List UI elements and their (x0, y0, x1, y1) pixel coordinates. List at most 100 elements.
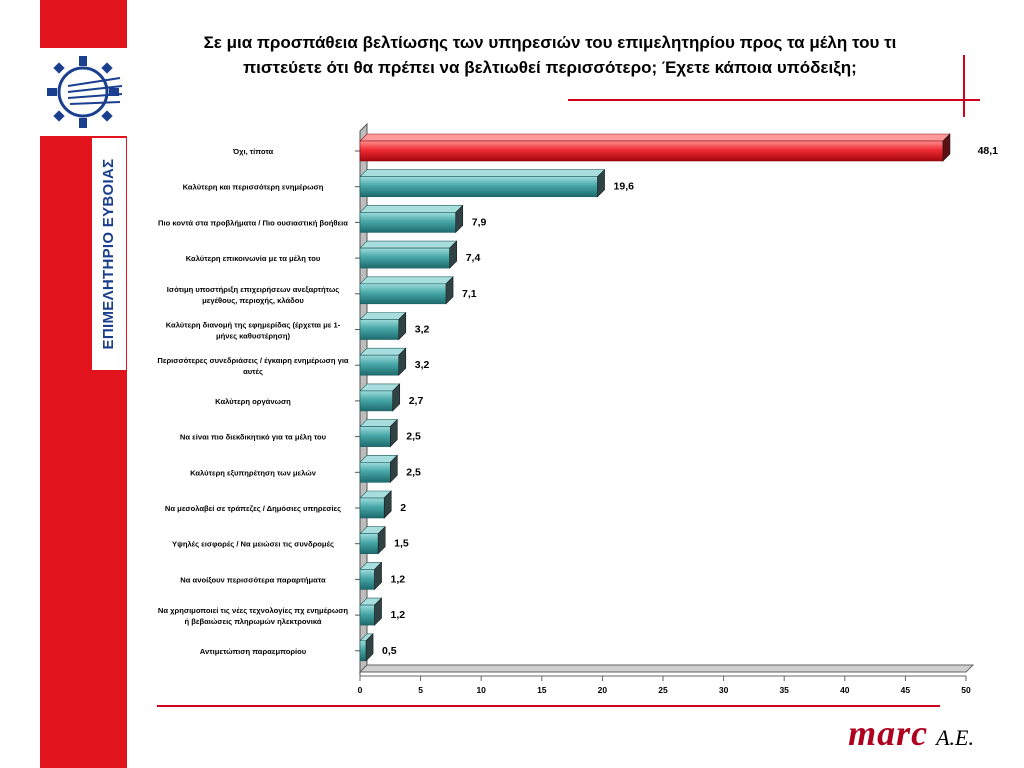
bar-end-face (449, 240, 457, 269)
category-label: Καλύτερη οργάνωση (215, 397, 291, 406)
bar-12 (359, 561, 383, 591)
x-tick-label: 25 (658, 685, 668, 695)
bar-end-face (374, 597, 382, 626)
value-label: 2 (400, 502, 406, 514)
marc-logo-suffix: A.E. (936, 725, 974, 750)
bar-4 (359, 276, 454, 305)
value-label: 19,6 (614, 181, 635, 193)
value-label: 2,5 (406, 431, 421, 443)
value-label: 1,2 (391, 609, 406, 621)
bar-front-face (359, 426, 391, 447)
bar-end-face (389, 454, 398, 484)
value-label: 3,2 (415, 324, 430, 336)
value-label: 7,4 (466, 252, 481, 264)
bar-top-face (359, 169, 606, 177)
gear-logo-icon (47, 56, 123, 128)
page-title: Σε μια προσπάθεια βελτίωσης των υπηρεσιώ… (150, 30, 950, 80)
title-line-1: Σε μια προσπάθεια βελτίωσης των υπηρεσιώ… (203, 33, 897, 52)
bar-3 (359, 240, 458, 269)
category-label: Καλύτερη και περισσότερη ενημέρωση (183, 183, 324, 192)
category-label: ή βεβαιώσεις πληρωμών ηλεκτρονικά (184, 617, 321, 626)
category-label: Περισσότερες συνεδριάσεις / έγκαιρη ενημ… (157, 356, 349, 365)
bar-end-face (383, 490, 392, 519)
bar-front-face (359, 140, 944, 162)
bar-end-face (455, 204, 464, 234)
bar-0 (359, 133, 951, 162)
value-label: 7,9 (472, 216, 487, 228)
bar-top-face (359, 347, 407, 356)
bar-end-face (398, 347, 407, 376)
bar-front-face (359, 640, 367, 662)
marc-logo: marc A.E. (848, 712, 974, 754)
x-tick-label: 0 (358, 685, 363, 695)
bar-front-face (359, 604, 375, 626)
x-tick-label: 50 (961, 685, 971, 695)
value-label: 48,1 (978, 145, 999, 157)
bar-7 (359, 383, 401, 412)
bar-front-face (359, 497, 385, 519)
category-label: Καλύτερη επικοινωνία με τα μέλη του (186, 254, 321, 263)
x-tick-label: 30 (719, 685, 729, 695)
value-label: 1,2 (391, 573, 406, 585)
chamber-logo (40, 48, 127, 136)
bar-1 (359, 168, 606, 198)
x-tick-label: 5 (418, 685, 423, 695)
value-label: 7,1 (462, 288, 477, 300)
category-label: Να χρησιμοποιεί τις νέες τεχνολογίες πχ … (158, 606, 349, 615)
value-label: 2,5 (406, 466, 421, 478)
x-tick-label: 40 (840, 685, 850, 695)
value-label: 1,5 (394, 538, 409, 550)
bar-end-face (389, 418, 398, 448)
category-label: Υψηλές εισφορές / Να μειώσει τις συνδρομ… (172, 540, 334, 549)
category-labels: Όχι, τίποτα Καλύτερη και περισσότερη ενημ… (157, 147, 349, 656)
bar-front-face (359, 354, 400, 376)
org-name-panel (92, 138, 126, 370)
bar-end-face (942, 133, 951, 162)
marc-logo-text: marc (848, 713, 929, 753)
title-accent-mark (963, 55, 965, 117)
x-tick-label: 10 (476, 685, 486, 695)
bar-9 (359, 454, 399, 484)
category-label: μεγέθους, περιοχής, κλάδου (202, 296, 304, 305)
category-label: Πιο κοντά στα προβλήματα / Πιο ουσιαστικ… (158, 218, 348, 227)
bar-front-face (359, 461, 391, 483)
title-line-2: πιστεύετε ότι θα πρέπει να βελτιωθεί περ… (243, 58, 857, 77)
category-label: Να ανοίξουν περισσότερα παραρτήματα (180, 575, 326, 584)
value-label: 2,7 (409, 395, 424, 407)
title-underline (568, 99, 980, 101)
chart-floor (358, 664, 975, 673)
bar-end-face (392, 383, 401, 412)
footer-divider (157, 705, 940, 707)
bar-top-face (359, 240, 458, 249)
bar-end-face (398, 311, 407, 341)
x-tick-label: 15 (537, 685, 547, 695)
x-tick-label: 35 (779, 685, 789, 695)
bar-chart: 0 5 10 15 20 25 30 35 40 45 50 Όχι, τίποτα Καλύτερη… (157, 122, 999, 695)
bar-end-face (377, 525, 386, 555)
bar-10 (359, 490, 392, 519)
category-label: αυτές (243, 367, 263, 376)
x-tick-label: 20 (598, 685, 608, 695)
bar-6 (359, 347, 407, 376)
category-label: Καλύτερη διανομή της εφημερίδας (έρχεται… (166, 321, 341, 330)
category-label: Να μεσολαβεί σε τράπεζες / Δημόσιες υπηρ… (165, 504, 341, 513)
x-tick-label: 45 (901, 685, 911, 695)
bar-front-face (359, 283, 447, 305)
bars (359, 133, 951, 662)
bar-top-face (359, 312, 407, 320)
value-label: 0,5 (382, 645, 397, 657)
bar-front-face (359, 569, 375, 590)
bar-front-face (359, 319, 400, 340)
category-label: Καλύτερη εξυπηρέτηση των μελών (190, 468, 316, 477)
bar-front-face (359, 247, 450, 269)
bar-2 (359, 204, 464, 234)
bar-end-face (365, 633, 374, 662)
bar-front-face (359, 390, 394, 412)
value-label: 3,2 (415, 359, 430, 371)
category-label: Αντιμετώπιση παραεμπορίου (200, 647, 307, 656)
category-label: Να είναι πιο διεκδικητικό για τα μέλη το… (180, 433, 327, 442)
bar-top-face (359, 276, 454, 285)
category-label: μήνες καθυστέρηση) (216, 332, 291, 341)
sidebar-top-band (40, 0, 127, 48)
bar-front-face (359, 212, 457, 233)
